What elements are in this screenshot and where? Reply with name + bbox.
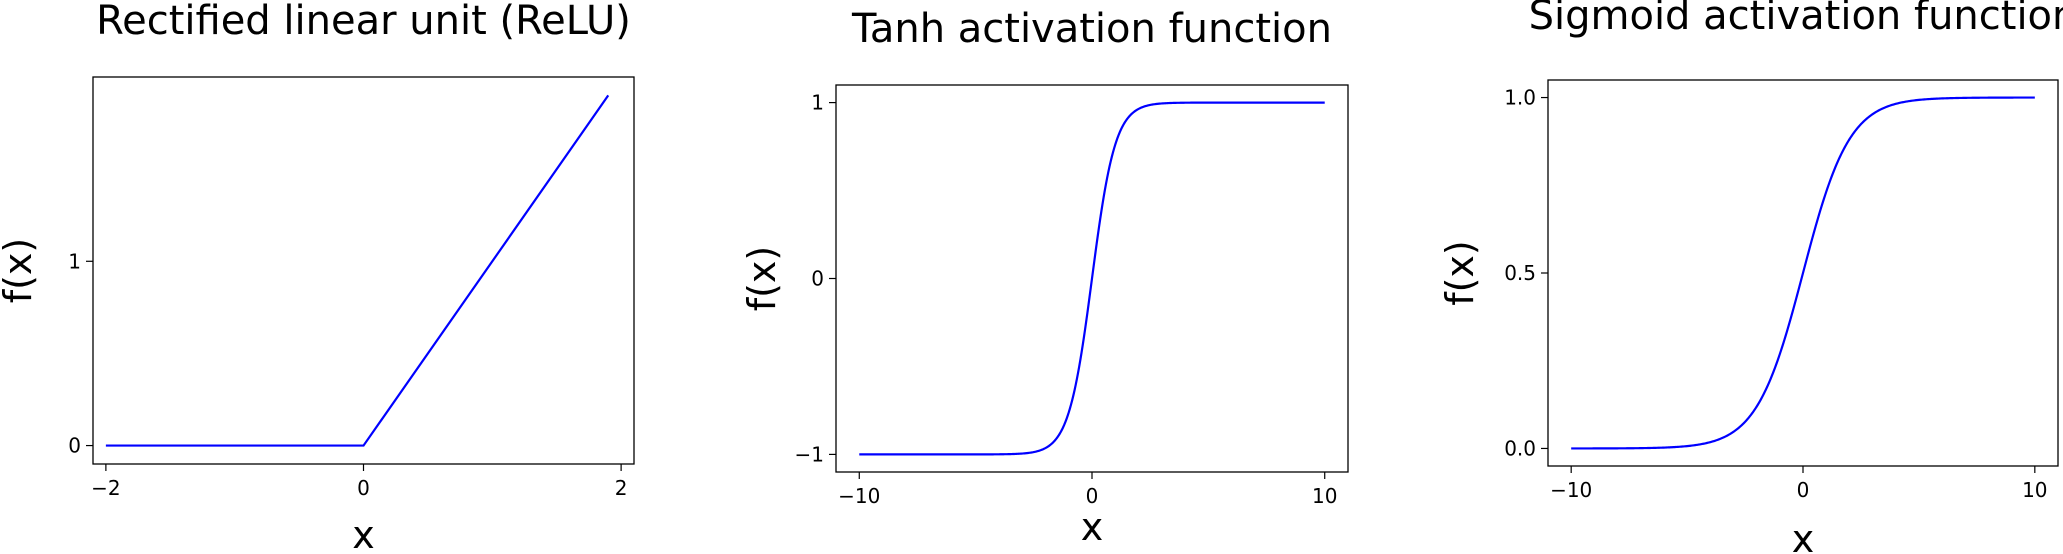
y-tick-label: 1: [68, 249, 81, 273]
x-tick-label: 0: [1086, 484, 1099, 508]
y-tick-label: 1.0: [1504, 86, 1536, 110]
x-tick-label: −10: [1550, 478, 1592, 502]
series-line-1: [859, 101, 1325, 456]
x-axis-label: x: [1792, 517, 1815, 554]
x-tick-label: 10: [2022, 478, 2047, 502]
x-axis-label: x: [1081, 505, 1104, 549]
y-tick-label: 0: [68, 434, 81, 458]
chart-panel-3: −10 0 10 0.0 0.5 1.0 Sigmoid activation functi…: [1438, 0, 2063, 554]
plot-frame: [92, 76, 635, 465]
series-line-1: [105, 94, 610, 447]
x-axis-label: x: [352, 513, 375, 554]
x-tick-label: 0: [357, 476, 370, 500]
y-tick-label: 0.5: [1504, 261, 1536, 285]
chart-title: Tanh activation function: [851, 6, 1332, 52]
series-line-1: [1571, 96, 2035, 450]
chart-panel-1: −2 0 2 0 1 Rectified linear unit (ReLU) x f(x): [0, 0, 635, 554]
y-tick-label: 0: [811, 267, 824, 291]
chart-title: Sigmoid activation function: [1529, 0, 2063, 39]
x-tick-label: 0: [1797, 478, 1810, 502]
x-tick-label: 10: [1312, 484, 1337, 508]
x-tick-label: 2: [615, 476, 628, 500]
x-tick-label: −2: [91, 476, 120, 500]
y-axis-label: f(x): [0, 238, 40, 304]
y-axis-label: f(x): [740, 246, 784, 312]
x-tick-label: −10: [838, 484, 880, 508]
y-tick-label: 0.0: [1504, 436, 1536, 460]
y-axis-label: f(x): [1438, 240, 1482, 306]
y-tick-label: 1: [811, 91, 824, 115]
chart-title: Rectified linear unit (ReLU): [96, 0, 631, 44]
y-tick-label: −1: [795, 442, 824, 466]
